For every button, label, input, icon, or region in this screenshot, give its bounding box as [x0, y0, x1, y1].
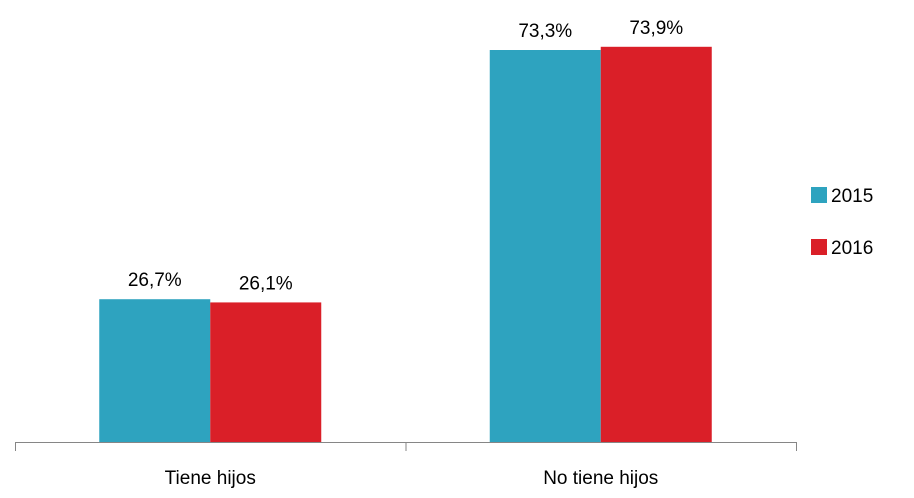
data-label: 26,1%: [239, 273, 293, 294]
legend-label: 2016: [831, 238, 873, 259]
bars-layer: [99, 46, 712, 443]
x-tick-label: Tiene hijos: [165, 468, 256, 489]
legend: 2015 2016: [811, 186, 873, 259]
x-axis: Tiene hijos No tiene hijos: [15, 442, 797, 489]
bar-2015-0: [99, 299, 211, 442]
legend-swatch-2016: [811, 239, 827, 255]
labels-layer: 26,7% 26,1% 73,3% 73,9%: [128, 18, 683, 295]
legend-swatch-2015: [811, 187, 827, 203]
bar-2016-1: [600, 46, 712, 443]
data-label: 26,7%: [128, 270, 182, 291]
x-tick-label: No tiene hijos: [543, 468, 658, 489]
legend-label: 2015: [831, 186, 873, 207]
data-label: 73,3%: [518, 21, 572, 42]
data-label: 73,9%: [629, 18, 683, 39]
bar-2016-0: [210, 302, 322, 442]
bar-2015-1: [489, 50, 601, 442]
